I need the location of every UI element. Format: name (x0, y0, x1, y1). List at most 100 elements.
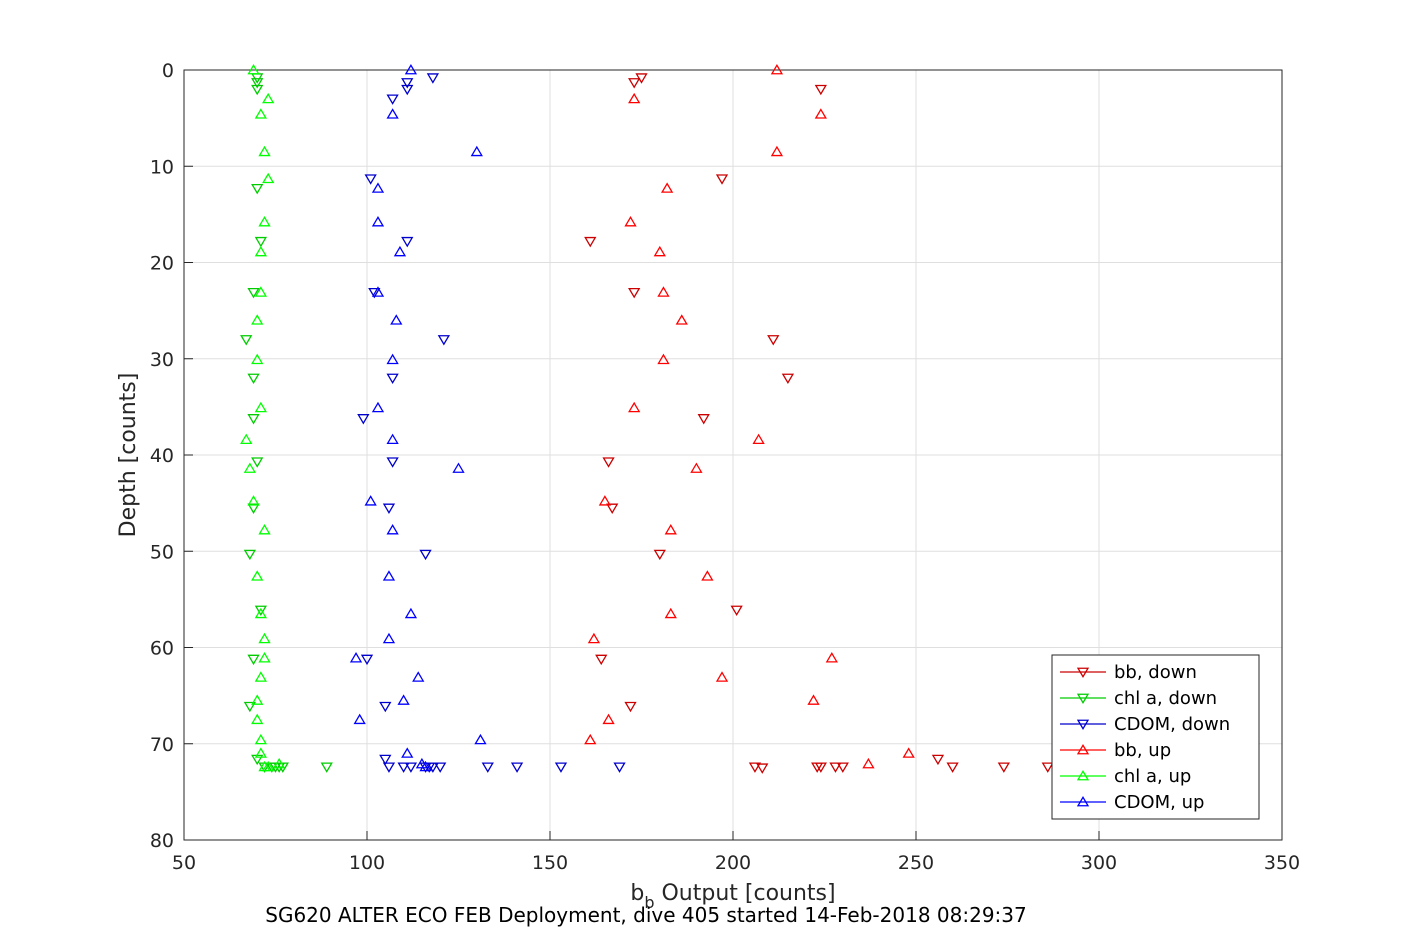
y-tick-label: 10 (150, 156, 174, 178)
data-point (247, 63, 260, 75)
data-point (247, 373, 260, 385)
y-tick-label: 70 (150, 734, 174, 756)
data-point (770, 63, 784, 75)
data-point (470, 145, 483, 157)
data-point (767, 335, 780, 346)
data-point (401, 236, 414, 248)
data-point (364, 495, 377, 506)
data-point (419, 760, 432, 772)
data-point (382, 503, 396, 514)
series-chl-a-down (240, 73, 333, 773)
data-point (273, 757, 286, 769)
y-tick-label: 20 (150, 253, 174, 275)
x-tick-label: 200 (715, 852, 751, 874)
data-point (437, 335, 450, 346)
data-point (825, 652, 838, 663)
data-point (397, 694, 410, 705)
data-point (584, 733, 597, 745)
data-point (251, 353, 264, 365)
data-point (262, 760, 275, 772)
data-point (426, 762, 440, 773)
data-point (357, 414, 370, 425)
data-point (902, 747, 915, 758)
data-point (690, 462, 703, 473)
x-axis-label: bb Output [counts] (630, 881, 835, 912)
data-point (624, 701, 637, 713)
data-point (386, 353, 399, 365)
data-point (251, 183, 264, 195)
series-bb-down (584, 73, 1054, 774)
data-point (254, 108, 267, 119)
data-point (247, 503, 260, 514)
data-point (364, 174, 377, 185)
data-point (240, 335, 253, 346)
data-point (386, 94, 399, 105)
data-point (452, 462, 465, 473)
data-point (836, 762, 849, 773)
data-point (247, 654, 260, 666)
data-point (606, 503, 619, 514)
data-point (262, 92, 275, 104)
figure-caption: SG620 ALTER ECO FEB Deployment, dive 405… (265, 903, 1027, 927)
data-point (386, 108, 399, 119)
data-point (349, 652, 363, 663)
data-point (243, 462, 257, 473)
legend-marker (1076, 769, 1090, 781)
data-point (697, 414, 710, 425)
data-point (382, 762, 396, 773)
data-point (371, 216, 385, 227)
data-point (653, 549, 666, 561)
grid-lines (183, 69, 1283, 841)
data-point (382, 570, 396, 581)
data-point (243, 549, 257, 561)
legend-entry: bb, down (1114, 662, 1197, 683)
data-point (701, 570, 714, 581)
series-cdom-up (349, 63, 487, 772)
data-point (386, 457, 399, 468)
data-point (829, 762, 842, 773)
legend-entry: CDOM, down (1114, 714, 1230, 735)
legend-entry: chl a, up (1114, 766, 1191, 787)
data-point (254, 236, 267, 248)
data-point (862, 757, 875, 769)
data-point (426, 73, 440, 84)
data-point (371, 182, 385, 193)
legend: bb, down chl a, down CDOM, down bb, up chl a… (1051, 654, 1260, 820)
data-point (368, 287, 381, 299)
data-point (419, 549, 432, 561)
x-tick-label: 350 (1264, 852, 1300, 874)
data-point (247, 287, 260, 299)
data-point (379, 701, 392, 713)
legend-marker (1076, 667, 1090, 679)
y-tick-label: 80 (150, 830, 174, 852)
data-point (254, 605, 267, 616)
data-point (653, 245, 666, 257)
data-point (554, 762, 568, 773)
legend-entry: bb, up (1114, 740, 1171, 761)
data-point (715, 174, 729, 185)
legend-marker (1076, 743, 1090, 755)
data-point (598, 495, 612, 506)
data-point (997, 762, 1010, 773)
axis-ticks: 50 100 150 200 250 300 350 0 10 20 30 40 50 60 70 80 (150, 60, 1300, 874)
x-tick-label: 150 (532, 852, 568, 874)
x-tick-label: 300 (1081, 852, 1117, 874)
data-point (814, 84, 827, 96)
data-point (386, 524, 399, 535)
data-point (251, 570, 264, 581)
data-point (401, 78, 414, 89)
data-point (243, 701, 257, 713)
data-point (664, 607, 677, 619)
data-point (770, 145, 784, 157)
data-point (247, 495, 260, 506)
series-bb-up (584, 63, 915, 769)
data-point (730, 605, 743, 616)
data-point (320, 762, 333, 773)
data-point (390, 314, 403, 325)
data-point (251, 84, 264, 96)
x-axis-label-main: b (630, 881, 644, 906)
data-point (258, 524, 271, 535)
data-point (752, 433, 765, 445)
data-point (386, 373, 399, 385)
